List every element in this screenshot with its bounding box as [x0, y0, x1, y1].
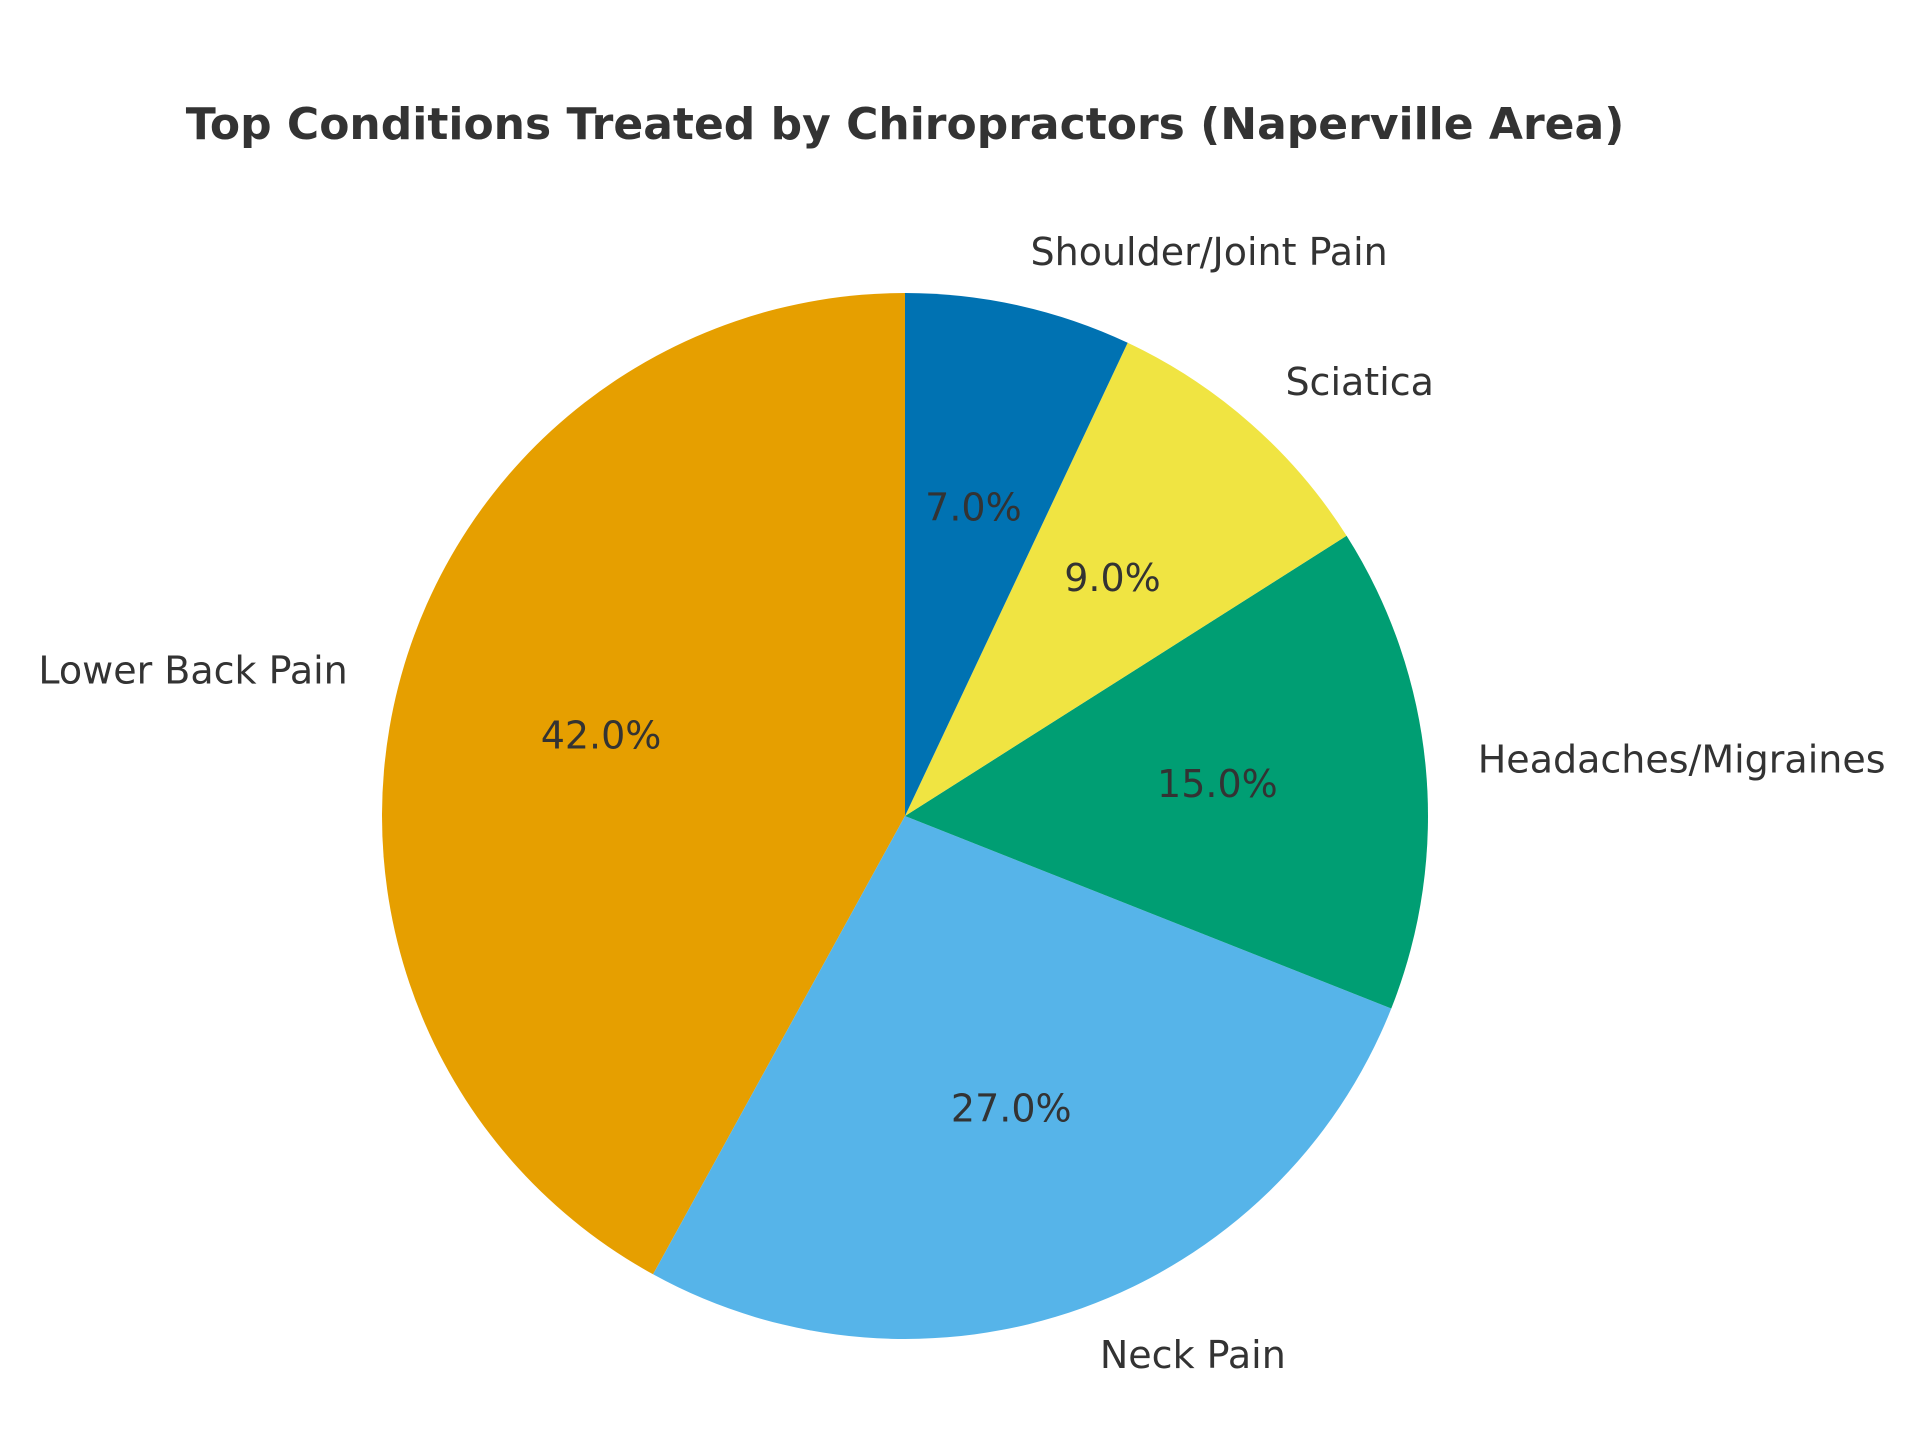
percent-label: 27.0% — [951, 1087, 1072, 1131]
slice-label: Lower Back Pain — [38, 648, 347, 692]
pie-slice — [653, 816, 1392, 1339]
percent-label: 9.0% — [1064, 556, 1161, 600]
percent-label: 15.0% — [1157, 762, 1278, 806]
chart-title: Top Conditions Treated by Chiropractors … — [186, 99, 1625, 150]
pie-slice — [382, 293, 905, 1275]
pie-slice — [905, 535, 1428, 1009]
slice-label: Neck Pain — [1100, 1333, 1286, 1377]
percent-label: 42.0% — [541, 713, 662, 757]
slice-label: Shoulder/Joint Pain — [1030, 230, 1387, 274]
slice-label: Sciatica — [1285, 360, 1434, 404]
pie-slice — [905, 293, 1128, 816]
pie-slice — [905, 342, 1347, 816]
percent-label: 7.0% — [925, 485, 1022, 529]
slice-label: Headaches/Migraines — [1478, 737, 1886, 781]
